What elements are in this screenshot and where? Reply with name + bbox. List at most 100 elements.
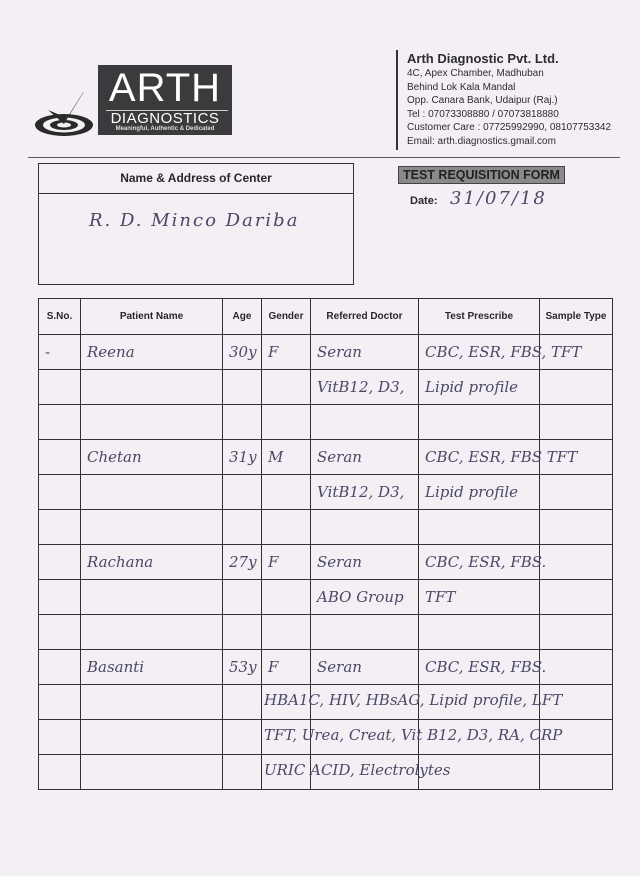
cell-gender	[261, 404, 311, 440]
cell-age	[222, 719, 262, 755]
cell-age	[222, 369, 262, 405]
patient-name-value: Chetan	[87, 448, 142, 466]
table-row: ABO Group TFT	[38, 579, 613, 615]
cell-referred-doctor: VitB12, D3,	[310, 474, 419, 510]
cell-age: 27y	[222, 544, 262, 580]
cell-gender: F	[261, 649, 311, 685]
table-row: HBA1C, HIV, HBsAG, Lipid profile, LFT	[38, 684, 613, 720]
cell-test-prescribe	[418, 404, 540, 440]
gender-value: M	[268, 448, 284, 466]
test-prescribe-value: TFT	[425, 588, 456, 606]
cell-referred-doctor	[310, 614, 419, 650]
company-tel: Tel : 07073308880 / 07073818880	[407, 108, 559, 120]
age-value: 27y	[229, 553, 257, 571]
table-row: VitB12, D3, Lipid profile	[38, 474, 613, 510]
requisition-table: S.No. Patient Name Age Gender Referred Docto…	[38, 298, 613, 790]
cell-sample-type	[539, 334, 613, 370]
date-label: Date:	[410, 195, 438, 207]
cell-patient-name	[80, 719, 223, 755]
cell-referred-doctor: Seran	[310, 334, 419, 370]
cell-referred-doctor: Seran	[310, 439, 419, 475]
cell-referred-doctor	[310, 684, 419, 720]
cell-sample-type	[539, 614, 613, 650]
cell-sno	[38, 684, 81, 720]
cell-referred-doctor	[310, 754, 419, 790]
header-sample-type: Sample Type	[539, 298, 613, 335]
cell-test-prescribe	[418, 719, 540, 755]
test-prescribe-value: CBC, ESR, FBS.	[425, 658, 547, 676]
gender-value: F	[268, 343, 279, 361]
center-box: Name & Address of Center R. D. Minco Dar…	[38, 163, 354, 285]
cell-test-prescribe: CBC, ESR, FBS.	[418, 544, 546, 580]
cell-patient-name	[80, 474, 223, 510]
cell-patient-name: Chetan	[80, 439, 223, 475]
table-row	[38, 614, 613, 650]
cell-sample-type	[539, 719, 613, 755]
cell-patient-name: Reena	[80, 334, 223, 370]
cell-referred-doctor: ABO Group	[310, 579, 419, 615]
cell-test-prescribe: CBC, ESR, FBS, TFT	[418, 334, 581, 370]
cell-gender: URIC ACID, Electrolytes	[261, 754, 451, 790]
table-row: VitB12, D3, Lipid profile	[38, 369, 613, 405]
table-row: Chetan 31y M Seran CBC, ESR, FBS TFT	[38, 439, 613, 475]
cell-referred-doctor: Seran	[310, 649, 419, 685]
cell-sno	[38, 579, 81, 615]
cell-sample-type	[539, 439, 613, 475]
company-address: Arth Diagnostic Pvt. Ltd. 4C, Apex Chamb…	[407, 50, 611, 149]
test-prescribe-value: Lipid profile	[425, 483, 519, 501]
cell-gender: TFT, Urea, Creat, Vit B12, D3, RA, CRP	[261, 719, 562, 755]
cell-referred-doctor	[310, 509, 419, 545]
patient-name-value: Rachana	[87, 553, 154, 571]
cell-sample-type	[539, 649, 613, 685]
cell-test-prescribe	[418, 509, 540, 545]
cell-age: 31y	[222, 439, 262, 475]
cell-patient-name: Rachana	[80, 544, 223, 580]
table-header-row: S.No. Patient Name Age Gender Referred Docto…	[38, 298, 613, 335]
referred-doctor-value: Seran	[317, 343, 362, 361]
header-divider	[28, 157, 620, 158]
address-line: 4C, Apex Chamber, Madhuban	[407, 68, 544, 79]
cell-age	[222, 509, 262, 545]
form-title: TEST REQUISITION FORM	[398, 166, 565, 184]
cell-sno: -	[38, 334, 81, 370]
table-row: URIC ACID, Electrolytes	[38, 754, 613, 790]
cell-sample-type	[539, 474, 613, 510]
cell-referred-doctor	[310, 404, 419, 440]
cell-sample-type	[539, 509, 613, 545]
company-name: Arth Diagnostic Pvt. Ltd.	[407, 51, 559, 66]
referred-doctor-value: Seran	[317, 448, 362, 466]
cell-referred-doctor	[310, 719, 419, 755]
address-line: Opp. Canara Bank, Udaipur (Raj.)	[407, 95, 558, 107]
cell-test-prescribe: TFT	[418, 579, 540, 615]
cell-gender	[261, 369, 311, 405]
cell-sno	[38, 404, 81, 440]
cell-sample-type	[539, 684, 613, 720]
referred-doctor-value: Seran	[317, 658, 362, 676]
header-age: Age	[222, 298, 262, 335]
cell-test-prescribe	[418, 614, 540, 650]
cell-referred-doctor: VitB12, D3,	[310, 369, 419, 405]
cell-gender	[261, 614, 311, 650]
age-value: 53y	[229, 658, 257, 676]
cell-sno	[38, 649, 81, 685]
header-gender: Gender	[261, 298, 311, 335]
cell-age	[222, 404, 262, 440]
age-value: 30y	[229, 343, 257, 361]
logo-subtitle: DIAGNOSTICS	[110, 110, 220, 127]
cell-patient-name	[80, 684, 223, 720]
cell-age	[222, 684, 262, 720]
table-row: Rachana 27y F Seran CBC, ESR, FBS.	[38, 544, 613, 580]
center-label: Name & Address of Center	[39, 164, 353, 194]
cell-sno	[38, 439, 81, 475]
cell-gender	[261, 579, 311, 615]
center-value: R. D. Minco Dariba	[89, 210, 300, 231]
cell-test-prescribe	[418, 754, 540, 790]
cell-sample-type	[539, 369, 613, 405]
address-line: Behind Lok Kala Mandal	[407, 81, 516, 93]
referred-doctor-value: VitB12, D3,	[317, 378, 405, 396]
cell-gender	[261, 509, 311, 545]
gender-value: F	[268, 553, 279, 571]
company-customer-care: Customer Care : 07725992990, 08107753342	[407, 122, 612, 134]
cell-gender: F	[261, 334, 311, 370]
referred-doctor-value: Seran	[317, 553, 362, 571]
